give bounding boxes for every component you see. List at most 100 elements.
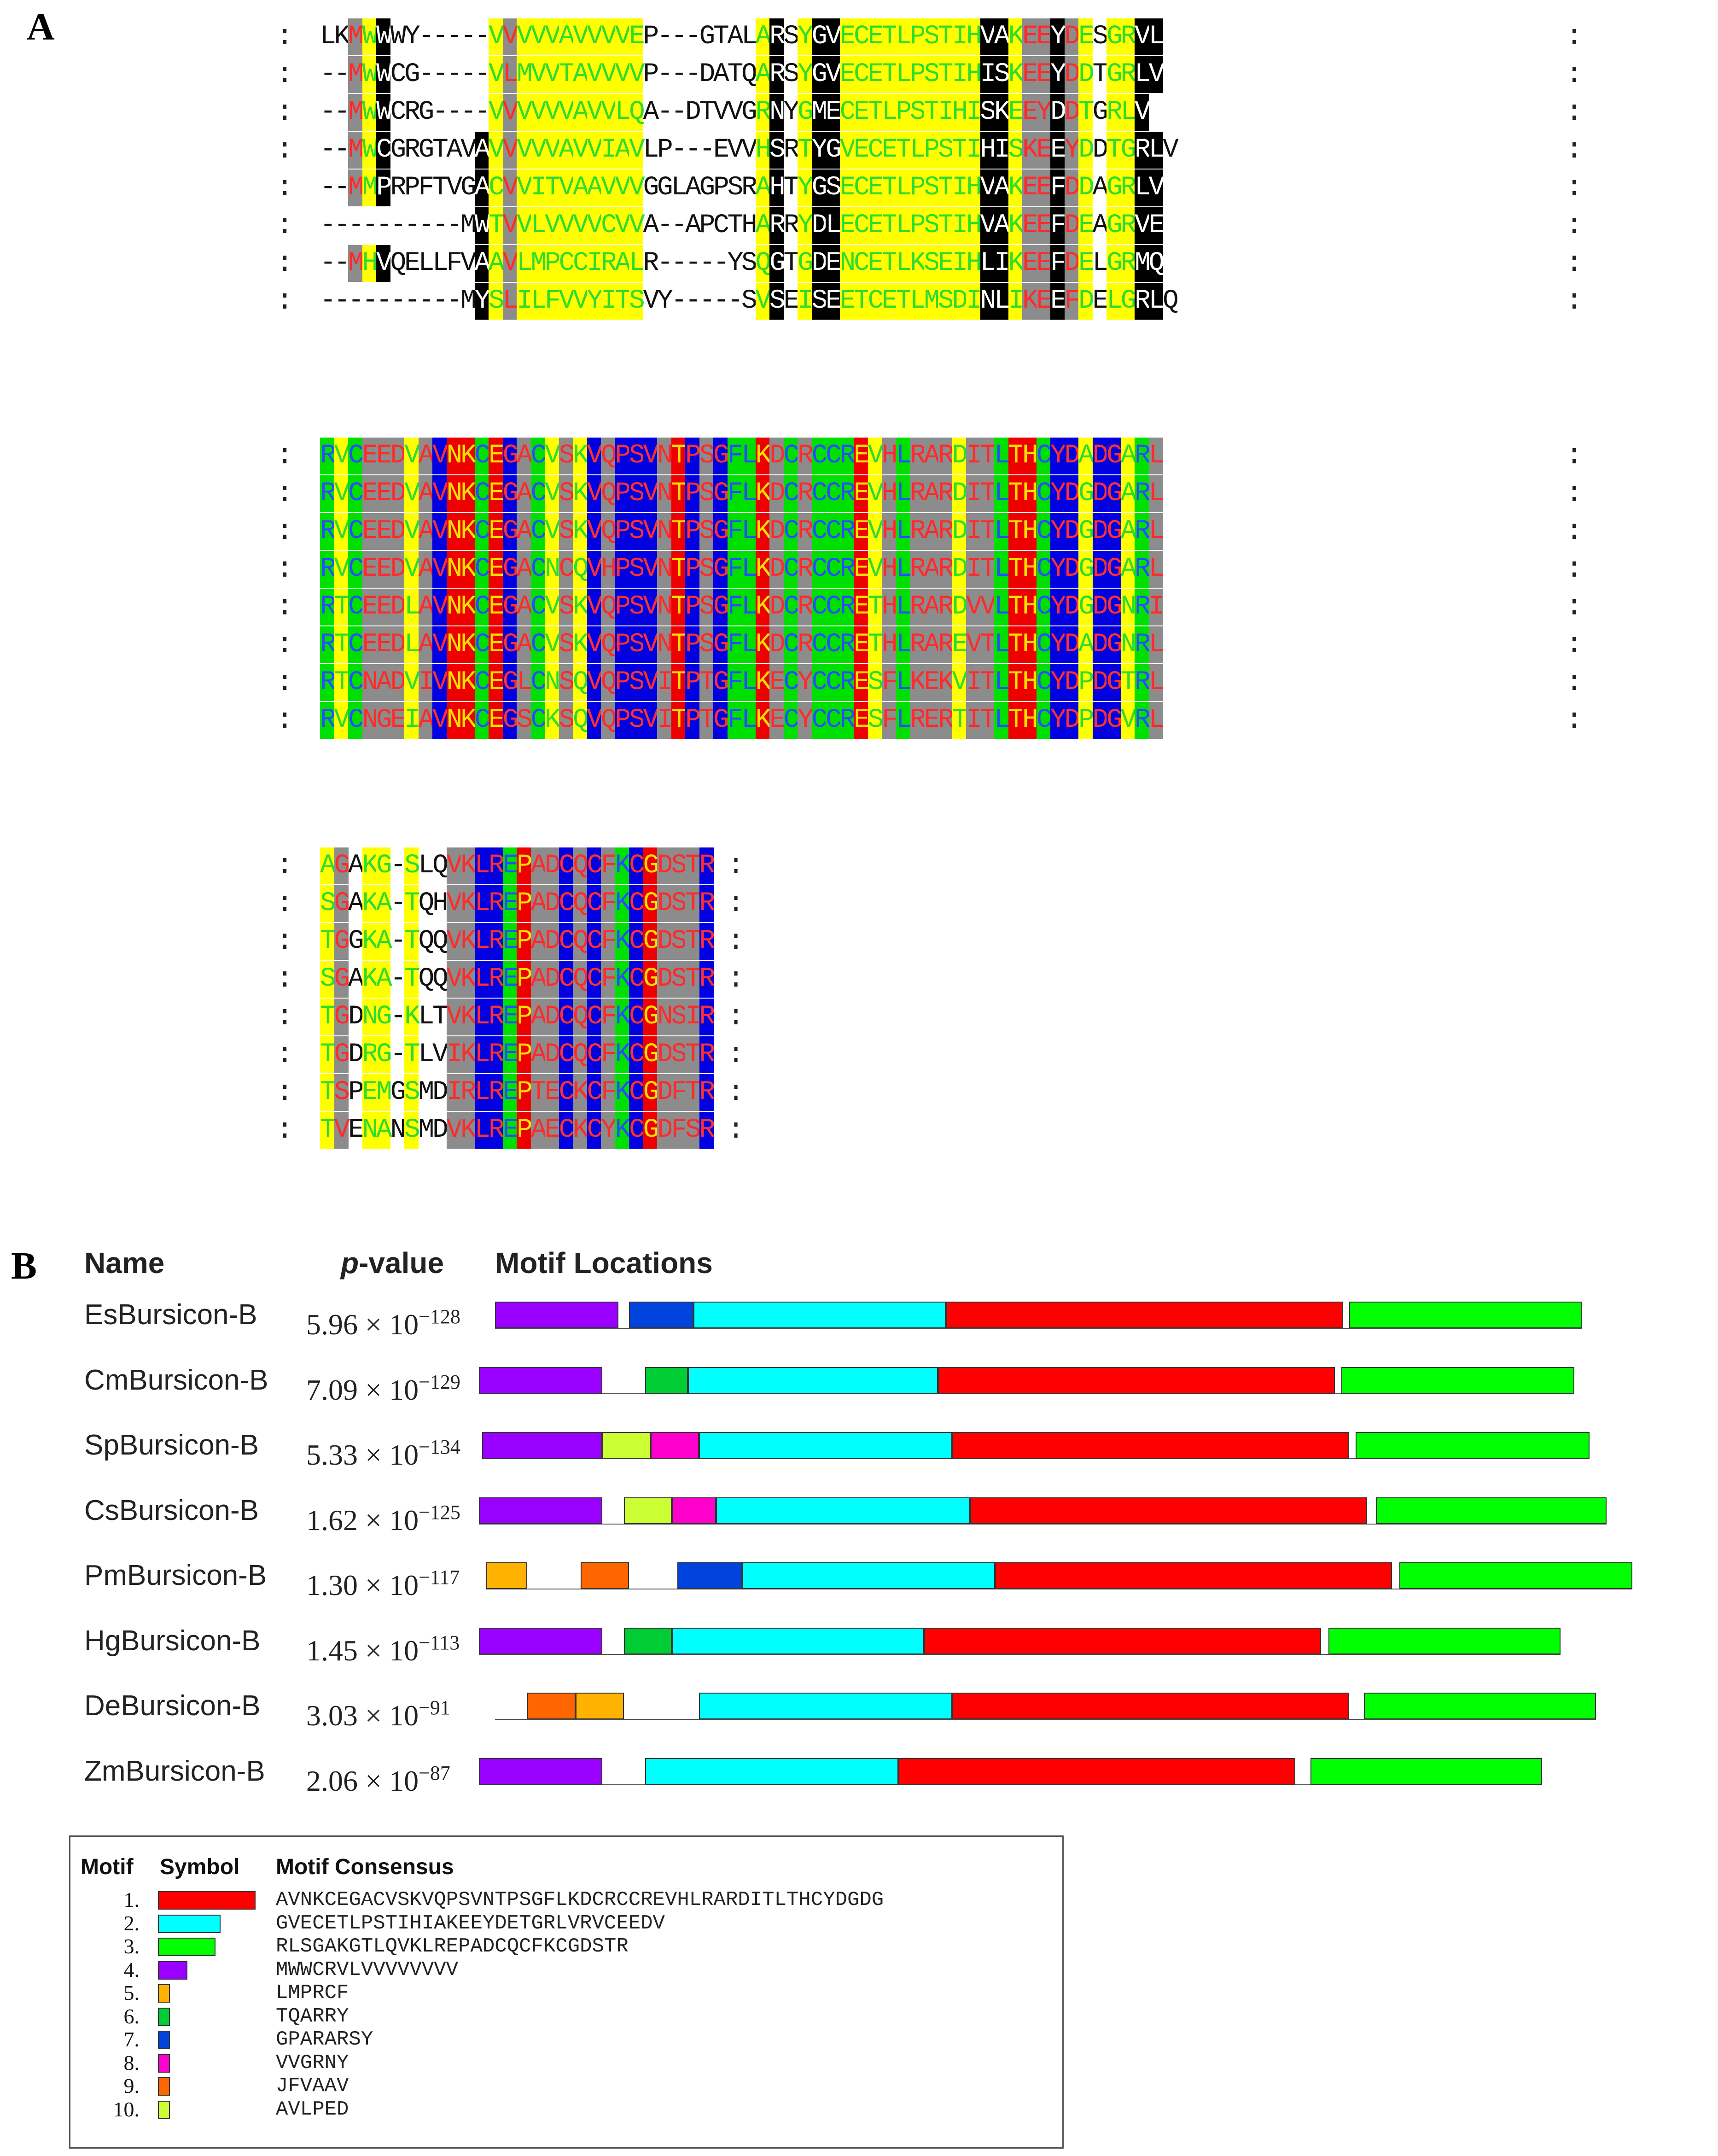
residue: V	[517, 132, 533, 169]
residue: -	[474, 97, 491, 127]
residue: S	[334, 1074, 350, 1111]
residue: T	[938, 169, 954, 206]
residue: -	[713, 286, 729, 316]
legend-motif-consensus: MWWCRVLVVVVVVVV	[276, 1958, 459, 1981]
residue: D	[685, 97, 701, 127]
residue: S	[671, 999, 687, 1035]
residue: T	[882, 207, 898, 244]
residue: L	[994, 589, 1010, 625]
residue: G	[1107, 56, 1123, 93]
residue: A	[376, 923, 392, 960]
residue: R	[938, 589, 954, 625]
residue: F	[671, 1074, 687, 1111]
residue: Q	[418, 888, 435, 918]
residue: D	[657, 1036, 673, 1073]
motif-1-box	[924, 1627, 1322, 1654]
residue: F	[727, 664, 743, 701]
residue: K	[573, 626, 589, 663]
residue: G	[334, 999, 350, 1035]
residue: T	[1008, 513, 1024, 550]
residue: A	[376, 1112, 392, 1149]
residue: R	[798, 438, 814, 474]
residue: C	[559, 847, 575, 884]
residue: D	[1064, 664, 1080, 701]
residue: A	[474, 169, 490, 206]
residue: C	[559, 1074, 575, 1111]
residue: T	[404, 961, 420, 998]
residue: Y	[798, 169, 814, 206]
residue: -	[671, 59, 687, 89]
residue: A	[924, 626, 940, 663]
residue: T	[938, 56, 954, 93]
residue: G	[657, 173, 673, 203]
residue: D	[545, 961, 561, 998]
residue: N	[446, 551, 462, 588]
separator-colon: :	[727, 887, 745, 920]
residue: V	[826, 18, 842, 55]
residue: L	[882, 94, 898, 131]
residue: T	[938, 18, 954, 55]
separator-colon: :	[727, 1000, 745, 1033]
residue: R	[489, 923, 505, 960]
residue: P	[685, 513, 701, 550]
residue: C	[783, 475, 799, 512]
residue: -	[713, 248, 729, 278]
residue: E	[376, 551, 392, 588]
residue: K	[460, 999, 477, 1035]
residue: I	[1148, 589, 1165, 625]
residue: C	[1036, 438, 1052, 474]
residue: N	[657, 551, 673, 588]
residue: A	[320, 847, 336, 884]
motif-3-box	[1399, 1562, 1632, 1589]
residue: F	[727, 702, 743, 739]
residue: -	[348, 210, 364, 240]
residue: H	[1022, 664, 1038, 701]
residue: C	[1036, 551, 1052, 588]
residue: -	[334, 286, 350, 316]
residue: G	[643, 173, 659, 203]
legend-motif-consensus: GPARARSY	[276, 2028, 373, 2051]
residue: A	[573, 169, 589, 206]
residue: V	[545, 589, 561, 625]
name-header: Name	[84, 1246, 165, 1280]
residue: F	[1050, 245, 1066, 282]
residue: V	[643, 438, 659, 474]
residue: E	[826, 245, 842, 282]
residue: S	[938, 132, 954, 169]
residue: Y	[1050, 438, 1066, 474]
residue: A	[1120, 475, 1136, 512]
residue: D	[952, 589, 968, 625]
residue: W	[362, 18, 378, 55]
residue: A	[643, 97, 659, 127]
residue: D	[769, 626, 786, 663]
residue: G	[1107, 513, 1123, 550]
residue: R	[783, 135, 800, 165]
residue: -	[460, 59, 477, 89]
residue: K	[404, 999, 420, 1035]
residue: L	[994, 626, 1010, 663]
residue: D	[769, 513, 786, 550]
residue: T	[671, 438, 687, 474]
residue: H	[882, 438, 898, 474]
residue: -	[320, 286, 336, 316]
residue: D	[390, 551, 406, 588]
residue: -	[404, 210, 420, 240]
residue: W	[390, 22, 407, 52]
residue: E	[1078, 18, 1095, 55]
residue: C	[826, 664, 842, 701]
residue: Y	[1050, 551, 1066, 588]
residue: E	[1050, 132, 1066, 169]
residue: -	[432, 286, 448, 316]
residue: F	[446, 248, 463, 278]
residue: P	[657, 135, 673, 165]
residue: C	[390, 97, 407, 127]
residue: K	[573, 475, 589, 512]
residue: S	[741, 286, 757, 316]
pvalue-header-p: p	[341, 1246, 359, 1280]
residue: C	[587, 1112, 603, 1149]
residue: -	[390, 926, 407, 956]
residue: K	[615, 961, 631, 998]
residue: G	[1107, 626, 1123, 663]
residue: R	[938, 475, 954, 512]
residue: A	[348, 964, 364, 994]
